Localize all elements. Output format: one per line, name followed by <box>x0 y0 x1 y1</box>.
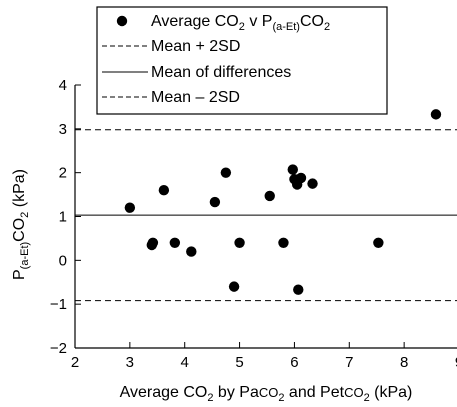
data-point <box>264 190 275 202</box>
x-tick-label: 7 <box>345 354 353 371</box>
data-point <box>209 196 221 208</box>
y-tick-label: 2 <box>59 165 67 182</box>
data-point <box>234 237 245 248</box>
y-axis-title-part: (a-Et) <box>19 242 31 270</box>
data-point <box>430 109 442 120</box>
y-axis-title-part: P <box>11 269 28 280</box>
legend-label-part: (a-Et) <box>272 21 300 33</box>
x-axis-title-part: Average CO <box>120 384 208 401</box>
x-tick-label: 5 <box>235 354 243 371</box>
x-tick-label: 2 <box>71 354 79 371</box>
axes: 2 3 4 5 6 7 8 9 −2 −1 0 1 2 3 4 <box>50 77 457 371</box>
legend-label-part: 2 <box>324 21 330 33</box>
data-point <box>158 185 170 196</box>
y-tick-label: −1 <box>50 296 67 313</box>
data-point <box>287 164 298 175</box>
y-axis-title-part: (kPa) <box>11 169 28 212</box>
y-tick-label: 1 <box>59 209 67 226</box>
legend-label-part: CO <box>300 13 324 30</box>
x-tick-label: 3 <box>126 354 134 371</box>
legend-label: Mean – 2SD <box>151 89 240 106</box>
y-tick-label: −2 <box>50 340 67 357</box>
x-axis-title-part: CO <box>259 385 279 400</box>
legend-label: Average CO2 v P(a-Et)CO2 <box>151 13 330 33</box>
x-tick-label: 4 <box>181 354 189 371</box>
legend-label: Mean of differences <box>151 64 291 81</box>
x-tick-label: 9 <box>455 354 457 371</box>
x-axis-title: Average CO2 by PaCO2 and PetCO2 (kPa) <box>120 384 413 404</box>
data-point <box>373 237 384 248</box>
x-axis-title-part: CO <box>344 385 364 400</box>
data-point <box>307 178 318 189</box>
x-axis-title-part: 2 <box>364 392 370 404</box>
legend-label-part: Mean of differences <box>151 64 291 81</box>
axis-titles: Average CO2 by PaCO2 and PetCO2 (kPa)P(a… <box>11 169 412 404</box>
data-point <box>169 237 181 248</box>
legend-label-part: Mean – 2SD <box>151 89 240 106</box>
legend-label-part: v P <box>245 13 273 30</box>
data-point <box>228 281 240 292</box>
y-tick-label: 4 <box>59 77 67 94</box>
x-axis-title-part: by Pa <box>213 384 258 401</box>
y-tick-label: 0 <box>59 252 67 269</box>
x-axis-title-part: and Pet <box>284 384 344 401</box>
y-axis-title-part: CO <box>11 218 28 242</box>
x-axis-title-part: (kPa) <box>370 384 413 401</box>
data-point <box>124 202 136 213</box>
legend-label-part: Average CO <box>151 13 239 30</box>
data-point <box>278 237 289 248</box>
data-point <box>220 167 232 178</box>
data-point <box>293 284 304 295</box>
x-axis-title-part: 2 <box>207 392 213 404</box>
x-axis-title-part: 2 <box>278 392 284 404</box>
legend-label-part: 2 <box>239 21 245 33</box>
y-axis-title-part: 2 <box>19 212 31 218</box>
y-axis-title: P(a-Et)CO2 (kPa) <box>11 169 31 280</box>
x-tick-label: 8 <box>400 354 408 371</box>
legend-marker <box>116 15 128 27</box>
reference-lines <box>75 129 457 302</box>
data-point <box>147 237 159 248</box>
data-point <box>295 172 307 184</box>
y-tick-label: 3 <box>59 121 67 138</box>
data-point <box>186 246 197 257</box>
legend-label-part: Mean + 2SD <box>151 38 240 55</box>
legend-label: Mean + 2SD <box>151 38 240 55</box>
data-points <box>124 109 442 295</box>
legend-box <box>96 6 388 115</box>
x-tick-label: 6 <box>290 354 298 371</box>
